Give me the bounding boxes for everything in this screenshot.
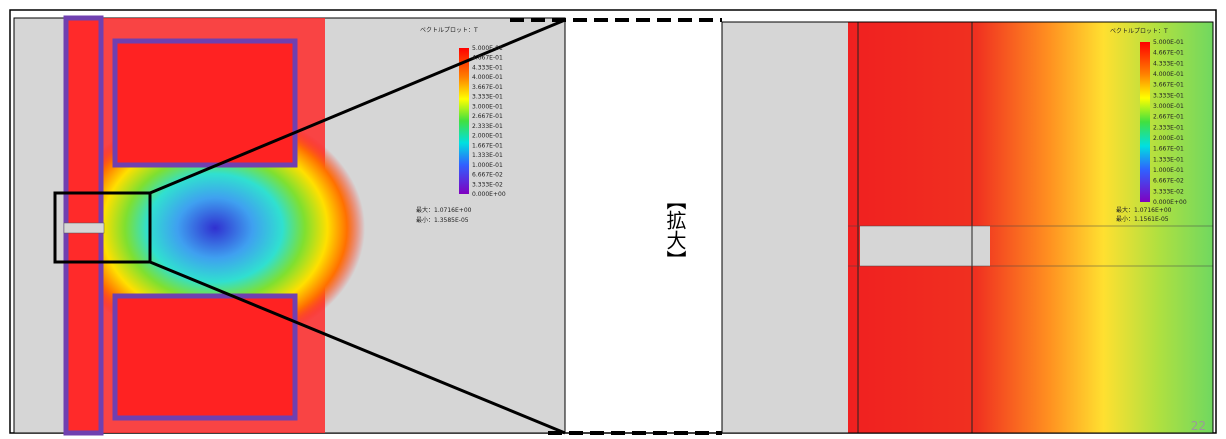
coil (115, 296, 295, 418)
legend-label: 6.667E-02 (1153, 178, 1184, 185)
legend-label: 5.000E-01 (472, 45, 503, 52)
gap (860, 226, 990, 266)
legend-label: 3.333E-02 (1153, 188, 1184, 195)
legend-label: 3.333E-01 (472, 94, 503, 101)
max-label: 最大：1.0716E+00 (1116, 206, 1172, 214)
legend-label: 3.667E-01 (472, 84, 503, 91)
legend-label: 4.667E-01 (1153, 50, 1184, 57)
page-number: 22 (1191, 419, 1206, 433)
legend-label: 3.000E-01 (472, 103, 503, 110)
legend-label: 0.000E+00 (1153, 199, 1187, 206)
legend-label: 4.000E-01 (472, 74, 503, 81)
legend-label: 4.667E-01 (472, 55, 503, 62)
legend-label: 2.667E-01 (1153, 114, 1184, 121)
legend-label: 2.333E-01 (472, 123, 503, 130)
slide: ベクトルプロット：T 最大：1.0716E+00 最小：1.3585E-05 ベ… (0, 0, 1226, 439)
legend-label: 3.667E-01 (1153, 82, 1184, 89)
color-bar (459, 48, 469, 194)
legend-label: 2.000E-01 (472, 133, 503, 140)
figure: ベクトルプロット：T 最大：1.0716E+00 最小：1.3585E-05 ベ… (0, 0, 1226, 439)
legend-label: 1.000E-01 (1153, 167, 1184, 174)
color-bar (1140, 42, 1150, 202)
legend-label: 4.333E-01 (472, 64, 503, 71)
legend-label: 2.667E-01 (472, 113, 503, 120)
legend-label: 4.000E-01 (1153, 71, 1184, 78)
gap (64, 223, 104, 233)
legend-label: 0.000E+00 (472, 191, 506, 198)
legend-title: ベクトルプロット：T (1110, 28, 1168, 35)
legend-label: 1.000E-01 (472, 162, 503, 169)
legend-label: 1.333E-01 (472, 152, 503, 159)
legend-label: 1.667E-01 (1153, 146, 1184, 153)
min-label: 最小：1.3585E-05 (416, 216, 469, 224)
zoom-label: 【拡大】 (660, 175, 690, 285)
min-label: 最小：1.1561E-05 (1116, 215, 1169, 223)
coil (115, 41, 295, 165)
legend-label: 2.333E-01 (1153, 124, 1184, 131)
legend-label: 3.333E-01 (1153, 92, 1184, 99)
legend-label: 1.667E-01 (472, 142, 503, 149)
legend-title: ベクトルプロット：T (420, 27, 478, 34)
max-label: 最大：1.0716E+00 (416, 206, 472, 214)
legend-label: 3.000E-01 (1153, 103, 1184, 110)
legend-label: 2.000E-01 (1153, 135, 1184, 142)
legend-label: 1.333E-01 (1153, 156, 1184, 163)
legend-label: 5.000E-01 (1153, 39, 1184, 46)
legend-label: 4.333E-01 (1153, 60, 1184, 67)
legend-label: 3.333E-02 (472, 181, 503, 188)
legend-label: 6.667E-02 (472, 172, 503, 179)
